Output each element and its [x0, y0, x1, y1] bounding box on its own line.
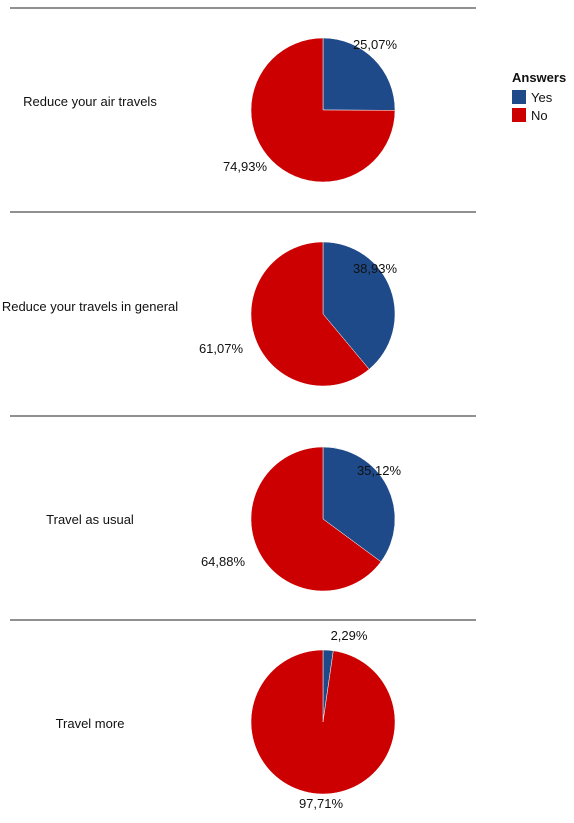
pie-slice-yes — [322, 241, 396, 370]
pie-slice-no — [250, 649, 396, 795]
pie-data-label-no: 74,93% — [223, 159, 268, 174]
pie-data-label-yes: 25,07% — [353, 37, 398, 52]
pie-slice-yes — [322, 37, 396, 111]
pie-data-label-no: 61,07% — [199, 341, 244, 356]
legend-swatch-yes — [512, 90, 526, 104]
question-label-travel-usual: Travel as usual — [46, 512, 134, 527]
legend-item-yes: Yes — [512, 88, 566, 106]
legend-item-no: No — [512, 106, 566, 124]
pie-data-label-yes: 35,12% — [357, 463, 402, 478]
legend-label-no: No — [531, 107, 548, 123]
pie-slice-no — [250, 37, 396, 183]
legend-title: Answers — [512, 70, 567, 85]
pie-data-label-no: 97,71% — [299, 796, 344, 811]
legend-label-yes: Yes — [531, 89, 553, 105]
pie-data-label-yes: 2,29% — [331, 628, 368, 643]
question-label-air-travels: Reduce your air travels — [23, 94, 157, 109]
legend-swatch-no — [512, 108, 526, 122]
legend: Answers Yes No — [512, 70, 566, 124]
pie-data-label-no: 64,88% — [201, 554, 246, 569]
question-label-travels-general: Reduce your travels in general — [1, 299, 179, 314]
question-label-travel-more: Travel more — [55, 716, 125, 731]
pie-slice-no — [250, 446, 382, 592]
pie-data-label-yes: 38,93% — [353, 261, 398, 276]
pie-slice-no — [250, 241, 370, 387]
pie-slice-yes — [322, 446, 396, 563]
